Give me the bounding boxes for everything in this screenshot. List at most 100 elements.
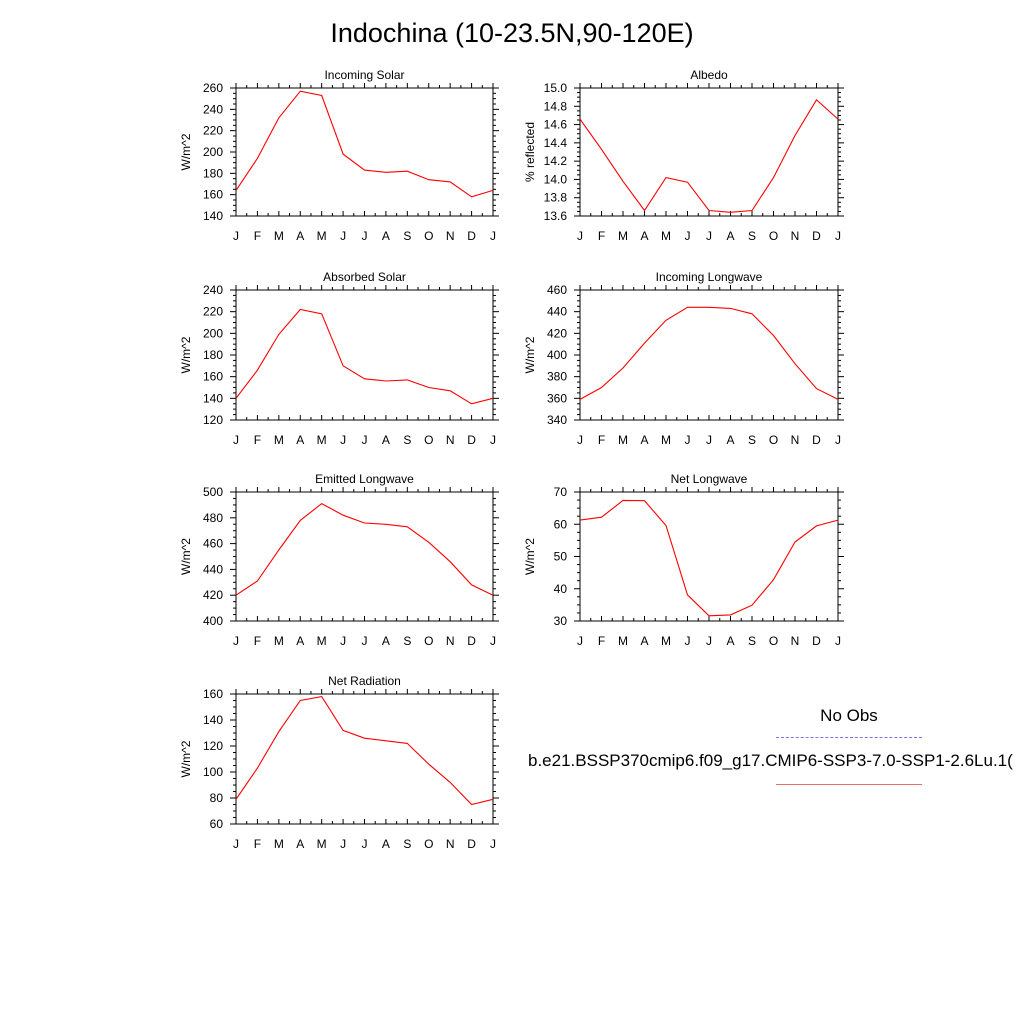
x-tick-label: S xyxy=(748,433,756,447)
x-tick-label: N xyxy=(791,634,800,648)
x-tick-label: S xyxy=(748,634,756,648)
y-tick-label: 140 xyxy=(203,209,223,223)
x-tick-label: M xyxy=(274,837,284,851)
y-tick-label: 480 xyxy=(203,511,223,525)
x-tick-label: M xyxy=(661,229,671,243)
x-tick-label: S xyxy=(748,229,756,243)
x-tick-label: O xyxy=(769,229,778,243)
x-tick-label: S xyxy=(403,229,411,243)
x-tick-label: A xyxy=(382,229,390,243)
y-tick-label: 160 xyxy=(203,687,223,701)
x-tick-label: J xyxy=(362,837,368,851)
x-tick-label: A xyxy=(382,634,390,648)
series-line xyxy=(235,308,494,405)
x-tick-label: M xyxy=(317,433,327,447)
x-tick-label: A xyxy=(726,433,734,447)
y-tick-label: 100 xyxy=(203,765,223,779)
x-tick-label: F xyxy=(598,433,605,447)
x-tick-label: J xyxy=(340,634,346,648)
y-tick-label: 14.8 xyxy=(544,99,568,113)
y-tick-label: 14.2 xyxy=(544,154,568,168)
x-tick-label: J xyxy=(577,229,583,243)
chart-title: Incoming Solar xyxy=(324,68,404,82)
chart-title: Absorbed Solar xyxy=(323,270,406,284)
x-tick-label: J xyxy=(685,229,691,243)
x-tick-label: A xyxy=(296,837,304,851)
x-tick-label: J xyxy=(835,229,841,243)
series-line xyxy=(579,306,839,400)
y-axis-label: W/m^2 xyxy=(523,336,537,373)
y-tick-label: 13.8 xyxy=(544,191,568,205)
x-tick-label: J xyxy=(706,229,712,243)
y-tick-label: 240 xyxy=(203,283,223,297)
x-tick-label: N xyxy=(791,433,800,447)
x-tick-label: J xyxy=(577,634,583,648)
y-tick-label: 440 xyxy=(547,305,567,319)
x-tick-label: J xyxy=(362,634,368,648)
y-tick-label: 14.4 xyxy=(544,136,568,150)
legend-case-label: b.e21.BSSP370cmip6.f09_g17.CMIP6-SSP3-7.… xyxy=(528,751,1013,770)
x-tick-label: M xyxy=(274,229,284,243)
y-tick-label: 420 xyxy=(547,326,567,340)
x-tick-label: J xyxy=(233,837,239,851)
x-tick-label: M xyxy=(661,433,671,447)
x-tick-label: A xyxy=(726,634,734,648)
y-tick-label: 360 xyxy=(547,391,567,405)
x-tick-label: D xyxy=(467,634,476,648)
y-tick-label: 180 xyxy=(203,166,223,180)
chart-title: Net Radiation xyxy=(328,674,401,688)
x-tick-label: O xyxy=(424,433,433,447)
y-tick-label: 460 xyxy=(547,283,567,297)
y-axis-label: % reflected xyxy=(523,122,537,182)
x-tick-label: D xyxy=(812,229,821,243)
x-tick-label: O xyxy=(424,634,433,648)
y-tick-label: 13.6 xyxy=(544,209,568,223)
y-tick-label: 30 xyxy=(554,614,568,628)
x-tick-label: S xyxy=(403,433,411,447)
x-tick-label: F xyxy=(598,229,605,243)
y-tick-label: 50 xyxy=(554,550,568,564)
y-tick-label: 440 xyxy=(203,562,223,576)
x-tick-label: A xyxy=(726,229,734,243)
y-axis-label: W/m^2 xyxy=(179,133,193,170)
series-line xyxy=(235,90,494,198)
x-tick-label: J xyxy=(577,433,583,447)
y-tick-label: 220 xyxy=(203,124,223,138)
y-tick-label: 200 xyxy=(203,326,223,340)
x-tick-label: O xyxy=(769,634,778,648)
x-tick-label: N xyxy=(791,229,800,243)
x-tick-label: D xyxy=(467,837,476,851)
y-axis-label: W/m^2 xyxy=(179,336,193,373)
x-tick-label: O xyxy=(424,837,433,851)
y-tick-label: 70 xyxy=(554,485,568,499)
x-tick-label: M xyxy=(618,634,628,648)
x-tick-label: D xyxy=(812,433,821,447)
x-tick-label: M xyxy=(661,634,671,648)
y-tick-label: 400 xyxy=(547,348,567,362)
y-tick-label: 60 xyxy=(554,517,568,531)
x-tick-label: J xyxy=(362,229,368,243)
legend-case-line xyxy=(776,784,922,785)
y-tick-label: 380 xyxy=(547,370,567,384)
x-tick-label: M xyxy=(274,634,284,648)
x-tick-label: M xyxy=(317,229,327,243)
x-tick-label: N xyxy=(446,229,455,243)
x-tick-label: J xyxy=(340,837,346,851)
y-tick-label: 220 xyxy=(203,305,223,319)
x-tick-label: M xyxy=(618,229,628,243)
x-tick-label: A xyxy=(296,229,304,243)
y-tick-label: 14.0 xyxy=(544,172,568,186)
x-tick-label: M xyxy=(317,837,327,851)
x-tick-label: N xyxy=(446,433,455,447)
y-tick-label: 120 xyxy=(203,413,223,427)
x-tick-label: J xyxy=(233,433,239,447)
y-tick-label: 14.6 xyxy=(544,118,568,132)
chart-title: Emitted Longwave xyxy=(315,472,414,486)
y-tick-label: 80 xyxy=(210,791,224,805)
y-tick-label: 160 xyxy=(203,188,223,202)
x-tick-label: J xyxy=(340,433,346,447)
